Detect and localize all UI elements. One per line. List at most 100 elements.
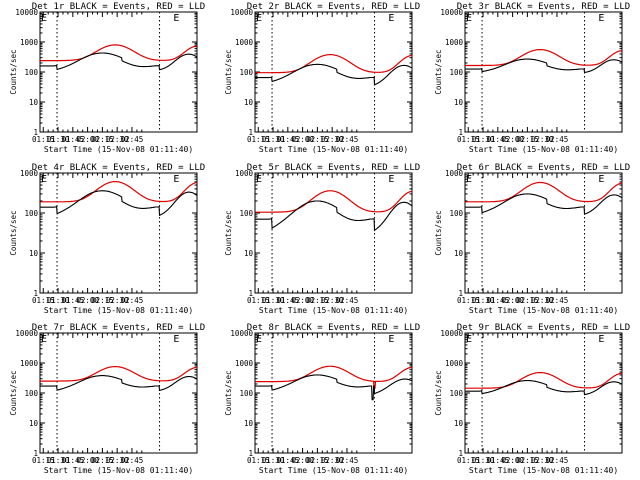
x-tick-label: 02:45 (336, 296, 359, 305)
x-tick-label: 01:15 (32, 456, 55, 465)
x-axis-label: Start Time (15-Nov-08 01:11:40) (44, 145, 193, 154)
x-tick-label: 02:30 (531, 456, 554, 465)
event-marker: E (598, 13, 604, 24)
x-tick-label: 02:45 (546, 296, 569, 305)
y-tick-label: 10 (29, 419, 39, 428)
x-tick-label: 02:15 (91, 135, 114, 144)
y-axis-label: Counts/sec (9, 370, 18, 415)
y-tick-label: 10000 (230, 8, 253, 17)
panel-title: Det 2r BLACK = Events, RED = LLD (247, 2, 420, 12)
x-tick-label: 02:00 (291, 456, 314, 465)
x-tick-label: 02:15 (516, 135, 539, 144)
y-axis-label: Counts/sec (9, 210, 18, 255)
x-tick-label: 02:30 (321, 135, 344, 144)
y-axis-label: Counts/sec (9, 49, 18, 94)
panel-det-4r: Det 4r BLACK = Events, RED = LLD 1 10 100 10… (9, 163, 205, 315)
y-tick-label: 1 (458, 449, 463, 458)
plot-frame (39, 332, 198, 454)
series-lld-line (40, 181, 198, 203)
x-tick-label: 02:45 (546, 135, 569, 144)
y-tick-label: 10000 (15, 8, 38, 17)
x-tick-label: 02:00 (76, 456, 99, 465)
x-tick-label: 02:30 (531, 296, 554, 305)
series-lld-line (465, 372, 622, 389)
y-tick-label: 1 (33, 449, 38, 458)
y-tick-label: 10 (454, 249, 464, 258)
x-tick-label: 02:15 (306, 296, 329, 305)
y-tick-label: 1 (33, 289, 38, 298)
x-tick-label: 02:00 (501, 456, 524, 465)
panel-title: Det 9r BLACK = Events, RED = LLD (457, 323, 630, 333)
series-events-line (465, 193, 623, 215)
series-events-line (465, 380, 623, 396)
x-tick-label: 02:15 (516, 456, 539, 465)
event-marker: E (388, 13, 394, 24)
y-tick-label: 10000 (15, 329, 38, 338)
x-axis-label: Start Time (15-Nov-08 01:11:40) (259, 306, 408, 315)
series-events-line (465, 58, 623, 74)
y-tick-label: 10 (244, 249, 254, 258)
y-axis-label: Counts/sec (224, 370, 233, 415)
y-tick-label: 100 (449, 209, 463, 218)
y-tick-label: 1000 (20, 169, 39, 178)
x-tick-label: 01:45 (487, 456, 510, 465)
y-tick-label: 1000 (20, 38, 39, 47)
x-tick-label: 01:30 (47, 135, 70, 144)
y-tick-label: 10 (454, 98, 464, 107)
x-tick-label: 01:45 (277, 296, 300, 305)
x-tick-label: 01:15 (457, 135, 480, 144)
series-lld-line (40, 366, 198, 382)
panel-det-5r: Det 5r BLACK = Events, RED = LLD 1 10 100 10… (224, 163, 420, 315)
x-tick-label: 01:30 (262, 296, 285, 305)
panel-title: Det 7r BLACK = Events, RED = LLD (32, 323, 205, 333)
series-lld-line (255, 54, 412, 74)
event-marker: E (41, 334, 47, 345)
series-lld-line (465, 181, 623, 203)
event-marker: E (256, 174, 262, 185)
x-tick-label: 02:15 (91, 296, 114, 305)
y-tick-label: 1 (33, 128, 38, 137)
x-tick-label: 02:30 (321, 456, 344, 465)
y-axis-label: Counts/sec (434, 49, 443, 94)
y-axis-label: Counts/sec (224, 49, 233, 94)
x-tick-label: 02:15 (306, 456, 329, 465)
x-tick-label: 01:15 (457, 296, 480, 305)
x-tick-label: 02:00 (501, 135, 524, 144)
y-tick-label: 1000 (235, 359, 254, 368)
panel-det-6r: Det 6r BLACK = Events, RED = LLD 1 10 100 10… (434, 163, 630, 315)
x-tick-label: 02:45 (336, 456, 359, 465)
y-tick-label: 100 (239, 209, 253, 218)
series-events-line (40, 52, 198, 71)
y-tick-label: 1000 (445, 169, 464, 178)
event-marker: E (41, 174, 47, 185)
x-tick-label: 01:15 (247, 296, 270, 305)
series-lld-line (255, 190, 413, 213)
event-marker: E (388, 334, 394, 345)
panel-det-8r: Det 8r BLACK = Events, RED = LLD 1 10 100 10… (224, 323, 420, 475)
x-tick-label: 02:45 (336, 135, 359, 144)
y-tick-label: 10000 (440, 8, 463, 17)
y-tick-label: 1000 (235, 38, 254, 47)
x-tick-label: 02:00 (76, 135, 99, 144)
x-axis-label: Start Time (15-Nov-08 01:11:40) (44, 466, 193, 475)
x-tick-label: 01:15 (457, 456, 480, 465)
plot-frame (464, 172, 623, 294)
x-tick-label: 01:30 (262, 135, 285, 144)
x-axis-label: Start Time (15-Nov-08 01:11:40) (469, 466, 618, 475)
event-marker: E (466, 13, 472, 24)
x-tick-label: 01:45 (62, 456, 85, 465)
y-tick-label: 100 (24, 209, 38, 218)
panel-title: Det 1r BLACK = Events, RED = LLD (32, 2, 205, 12)
panel-title: Det 6r BLACK = Events, RED = LLD (457, 163, 630, 173)
y-tick-label: 10 (244, 98, 254, 107)
panel-title: Det 8r BLACK = Events, RED = LLD (247, 323, 420, 333)
x-tick-label: 01:45 (62, 296, 85, 305)
x-tick-label: 02:30 (106, 135, 129, 144)
panel-det-7r: Det 7r BLACK = Events, RED = LLD 1 10 100 10… (9, 323, 205, 475)
x-axis-label: Start Time (15-Nov-08 01:11:40) (44, 306, 193, 315)
event-marker: E (598, 334, 604, 345)
y-tick-label: 10 (454, 419, 464, 428)
x-tick-label: 01:30 (472, 135, 495, 144)
y-axis-label: Counts/sec (434, 210, 443, 255)
